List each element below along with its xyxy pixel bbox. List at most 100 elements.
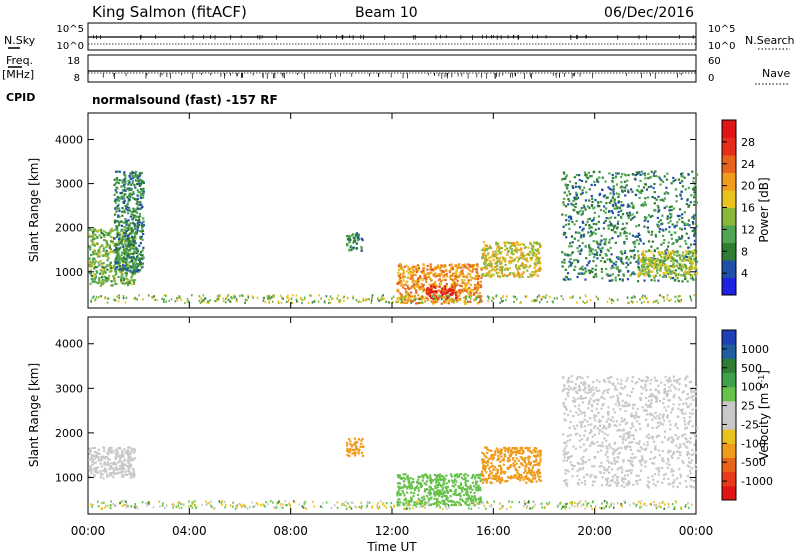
data-cell — [88, 245, 90, 247]
data-cell — [123, 295, 125, 297]
data-cell — [504, 260, 506, 262]
data-cell — [114, 213, 116, 215]
data-cell — [653, 441, 655, 443]
data-cell — [426, 480, 428, 482]
data-cell — [671, 209, 673, 211]
data-cell — [689, 295, 691, 297]
data-cell — [92, 231, 94, 233]
data-cell — [353, 240, 355, 242]
data-cell — [670, 260, 672, 262]
data-cell — [135, 198, 137, 200]
data-cell — [620, 181, 622, 183]
data-cell — [94, 244, 96, 246]
data-cell — [137, 189, 139, 191]
data-cell — [500, 469, 502, 471]
data-cell — [536, 262, 538, 264]
data-cell — [121, 185, 123, 187]
data-cell — [118, 300, 120, 302]
data-cell — [681, 198, 683, 200]
data-cell — [585, 199, 587, 201]
data-cell — [91, 275, 93, 277]
data-cell — [535, 459, 537, 461]
data-cell — [640, 174, 642, 176]
data-cell — [572, 415, 574, 417]
data-cell — [668, 231, 670, 233]
data-cell — [461, 490, 463, 492]
data-cell — [684, 228, 686, 230]
data-cell — [487, 461, 489, 463]
data-cell — [131, 227, 133, 229]
data-cell — [609, 192, 611, 194]
data-cell — [672, 223, 674, 225]
data-cell — [608, 217, 610, 219]
data-cell — [678, 295, 680, 297]
data-cell — [581, 266, 583, 268]
data-cell — [495, 295, 497, 297]
data-cell — [591, 205, 593, 207]
data-cell — [539, 476, 541, 478]
data-cell — [577, 240, 579, 242]
data-cell — [679, 238, 681, 240]
data-cell — [659, 294, 661, 296]
data-cell — [464, 489, 466, 491]
data-cell — [482, 273, 484, 275]
data-cell — [509, 272, 511, 274]
data-cell — [585, 257, 587, 259]
data-cell — [591, 201, 593, 203]
data-cell — [597, 205, 599, 207]
data-cell — [239, 295, 241, 297]
data-cell — [631, 300, 633, 302]
data-cell — [573, 269, 575, 271]
data-cell — [657, 196, 659, 198]
data-cell — [647, 220, 649, 222]
data-cell — [122, 246, 124, 248]
data-cell — [649, 275, 651, 277]
data-cell — [98, 279, 100, 281]
data-cell — [678, 300, 680, 302]
data-cell — [595, 265, 597, 267]
data-cell — [661, 251, 663, 253]
data-cell — [685, 273, 687, 275]
data-cell — [495, 269, 497, 271]
data-cell — [106, 234, 108, 236]
data-cell — [135, 297, 137, 299]
data-cell — [519, 257, 521, 259]
data-cell — [125, 470, 127, 472]
data-cell — [469, 301, 471, 303]
data-cell — [523, 244, 525, 246]
data-cell — [593, 392, 595, 394]
data-cell — [426, 495, 428, 497]
data-cell — [525, 457, 527, 459]
data-cell — [134, 186, 136, 188]
data-cell — [654, 279, 656, 281]
data-cell — [446, 301, 448, 303]
data-cell — [415, 302, 417, 304]
data-cell — [127, 465, 129, 467]
data-cell — [518, 476, 520, 478]
data-cell — [473, 485, 475, 487]
data-cell — [98, 253, 100, 255]
data-cell — [596, 257, 598, 259]
data-cell — [488, 297, 490, 299]
data-cell — [640, 240, 642, 242]
data-cell — [563, 204, 565, 206]
data-cell — [435, 480, 437, 482]
data-cell — [459, 292, 461, 294]
data-cell — [648, 186, 650, 188]
data-cell — [407, 266, 409, 268]
data-cell — [134, 450, 136, 452]
data-cell — [632, 388, 634, 390]
data-cell — [571, 221, 573, 223]
data-cell — [644, 203, 646, 205]
data-cell — [136, 298, 138, 300]
colorbar-segment — [722, 120, 736, 138]
data-cell — [629, 233, 631, 235]
data-cell — [641, 190, 643, 192]
data-cell — [492, 297, 494, 299]
data-cell — [537, 462, 539, 464]
data-cell — [581, 189, 583, 191]
data-cell — [616, 183, 618, 185]
data-cell — [475, 487, 477, 489]
data-cell — [463, 494, 465, 496]
data-cell — [564, 191, 566, 193]
